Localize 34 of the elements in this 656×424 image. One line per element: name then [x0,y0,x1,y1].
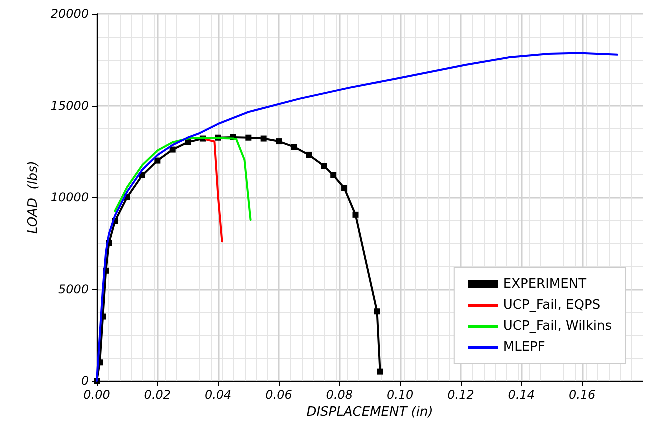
x-tick-label: 0.06 [266,388,293,402]
point [260,136,267,142]
point [322,163,328,170]
x-tick-label: 0.16 [568,388,596,402]
x-tick-label: 0.10 [386,388,414,402]
legend-label: MLEPF [503,340,546,355]
y-axis-title: LOAD (lbs) [26,160,41,234]
legend-label: UCP_Fail, Wilkins [503,319,612,334]
x-tick-label: 0.12 [448,388,474,402]
x-tick-label: 0.02 [144,388,172,402]
point [170,146,176,153]
point [342,185,348,192]
x-tick-label: 0.04 [204,388,232,402]
y-tick-label: 5000 [58,282,90,296]
y-tick-label: 0 [81,374,90,388]
point [276,138,282,145]
point [377,368,384,375]
legend-label: EXPERIMENT [503,277,587,292]
point [374,308,380,315]
point [306,152,312,158]
y-tick-label: 10000 [50,190,90,204]
x-tick-label: 0.08 [326,388,354,402]
point [154,158,161,164]
legend-label: UCP_Fail, EQPS [503,298,601,313]
x-axis-title: DISPLACEMENT (in) [306,404,434,420]
point [330,172,337,178]
point [291,144,298,150]
x-tick-label: 0.00 [84,388,111,402]
y-tick-label: 15000 [50,98,90,113]
point [352,212,359,218]
x-tick-label: 0.14 [508,388,536,402]
y-tick-label: 20000 [50,7,90,21]
point [246,134,252,141]
point [185,139,191,146]
